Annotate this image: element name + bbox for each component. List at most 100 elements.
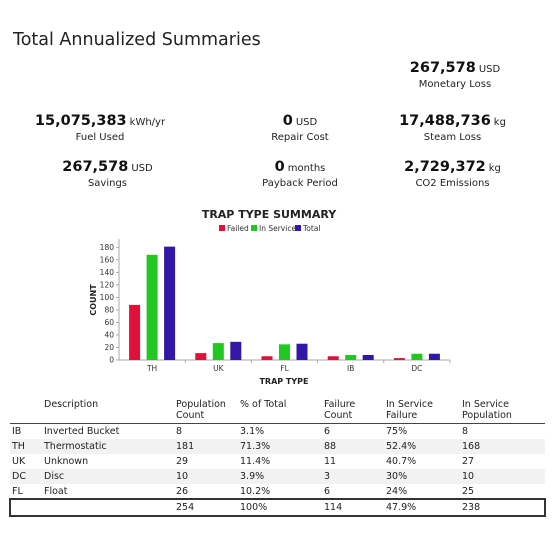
table-cell: Float (44, 486, 68, 497)
bar-ib-total (362, 354, 374, 360)
table-cell: 6 (324, 486, 331, 497)
col-header: In Service Failure (386, 399, 433, 421)
table-row: FL Float 26 10.2% 6 24% 25 (10, 484, 545, 499)
table-row: UK Unknown 29 11.4% 11 40.7% 27 (10, 454, 545, 469)
metric-value: 17,488,736 (399, 113, 491, 129)
legend-swatch (251, 225, 257, 231)
metric-unit: months (287, 163, 326, 174)
table-cell: 11.4% (240, 456, 271, 467)
metric-value: 267,578 (62, 159, 129, 175)
table-cell: 30% (386, 471, 408, 482)
table-cell: 254 (176, 502, 195, 513)
col-header: % of Total (240, 399, 287, 410)
trap-summary-table: Description Population Count % of Total … (9, 398, 546, 517)
table-cell: 3.9% (240, 471, 265, 482)
table-cell: 29 (176, 456, 189, 467)
col-header: Population Count (176, 399, 226, 421)
legend-swatch (219, 225, 225, 231)
table-row: IB Inverted Bucket 8 3.1% 6 75% 8 (10, 424, 545, 440)
metric-label: Fuel Used (75, 132, 125, 143)
col-header (10, 398, 42, 424)
legend-label: Total (302, 224, 321, 233)
table-cell: Inverted Bucket (44, 426, 120, 437)
table-cell: 26 (176, 486, 189, 497)
metric-unit: kg (493, 117, 506, 128)
y-tick-label: 40 (104, 330, 114, 339)
metric-unit: USD (131, 163, 153, 174)
metric-fuel-used: 15,075,383 kWh/yr Fuel Used (20, 110, 180, 143)
table-header-row: Description Population Count % of Total … (10, 398, 545, 424)
metric-label: Payback Period (262, 178, 338, 189)
table-cell: UK (12, 456, 26, 467)
table-cell: 25 (462, 486, 475, 497)
metric-unit: USD (295, 117, 318, 128)
metric-unit: kg (488, 163, 501, 174)
table-cell: 75% (386, 426, 408, 437)
bar-fl-failed (261, 356, 273, 360)
trap-type-bar-chart: TRAP TYPE SUMMARY Failed In Service Total 0 2… (89, 208, 451, 386)
metric-savings: 267,578 USD Savings (40, 156, 175, 189)
table-cell: 11 (324, 456, 337, 467)
metric-unit: USD (478, 64, 501, 75)
table-row: TH Thermostatic 181 71.3% 88 52.4% 168 (10, 439, 545, 454)
metric-value: 15,075,383 (34, 113, 127, 129)
table-cell: 238 (462, 502, 481, 513)
y-tick-label: 140 (100, 268, 115, 277)
metric-label: Repair Cost (271, 132, 329, 143)
col-header: Failure Count (324, 399, 356, 421)
legend-label: In Service (259, 224, 296, 233)
table-cell: Unknown (44, 456, 89, 467)
table-cell: 71.3% (240, 441, 271, 452)
table-cell: 52.4% (386, 441, 417, 452)
metric-steam-loss: 17,488,736 kg Steam Loss (375, 110, 530, 143)
x-tick-label: IB (347, 364, 354, 373)
totals-row: 254 100% 114 47.9% 238 (9, 498, 546, 517)
y-tick-label: 20 (104, 343, 114, 352)
legend-label: Failed (227, 224, 249, 233)
table-cell: 88 (324, 441, 337, 452)
y-tick-label: 180 (100, 243, 115, 252)
bar-uk-total (230, 341, 242, 360)
table-cell: TH (12, 441, 25, 452)
bar-ib-in-service (345, 354, 357, 360)
table-cell: 47.9% (386, 502, 417, 513)
metric-value: 0 (282, 113, 293, 129)
metric-value: 0 (274, 159, 285, 175)
metric-label: Savings (87, 178, 128, 189)
bar-fl-total (296, 343, 308, 360)
table-cell: 114 (324, 502, 343, 513)
y-axis-title: COUNT (89, 284, 98, 316)
metric-monetary-loss: 267,578 USD Monetary Loss (395, 57, 515, 90)
table-row: DC Disc 10 3.9% 3 30% 10 (10, 469, 545, 484)
table-body: IB Inverted Bucket 8 3.1% 6 75% 8 TH Thermostati… (10, 424, 545, 500)
bar-dc-total (428, 353, 440, 360)
bar-th-in-service (146, 254, 158, 360)
table-cell: 168 (462, 441, 481, 452)
x-axis-title: TRAP TYPE (259, 377, 308, 386)
table-cell: 27 (462, 456, 475, 467)
metric-co2-emissions: 2,729,372 kg CO2 Emissions (380, 156, 525, 189)
table-cell: DC (12, 471, 26, 482)
table-cell: 24% (386, 486, 408, 497)
table-cell: 6 (324, 426, 331, 437)
bar-uk-failed (195, 353, 207, 360)
metric-label: Monetary Loss (418, 79, 492, 90)
bar-uk-in-service (212, 343, 224, 360)
x-tick-label: FL (280, 364, 289, 373)
page-title: Total Annualized Summaries (13, 30, 261, 50)
y-tick-label: 160 (100, 255, 115, 264)
x-tick-label: DC (411, 364, 422, 373)
table-cell: 8 (176, 426, 183, 437)
metric-payback-period: 0 months Payback Period (235, 156, 365, 189)
table-cell: 40.7% (386, 456, 417, 467)
y-tick-label: 80 (104, 305, 114, 314)
table-cell (10, 499, 42, 516)
table-cell: 10 (176, 471, 189, 482)
table-cell (42, 499, 174, 516)
metric-label: CO2 Emissions (415, 178, 490, 189)
metric-value: 267,578 (409, 60, 476, 76)
bar-fl-in-service (279, 344, 290, 360)
metric-value: 2,729,372 (404, 159, 486, 175)
metric-label: Steam Loss (423, 132, 482, 143)
table-cell: 100% (240, 502, 268, 513)
